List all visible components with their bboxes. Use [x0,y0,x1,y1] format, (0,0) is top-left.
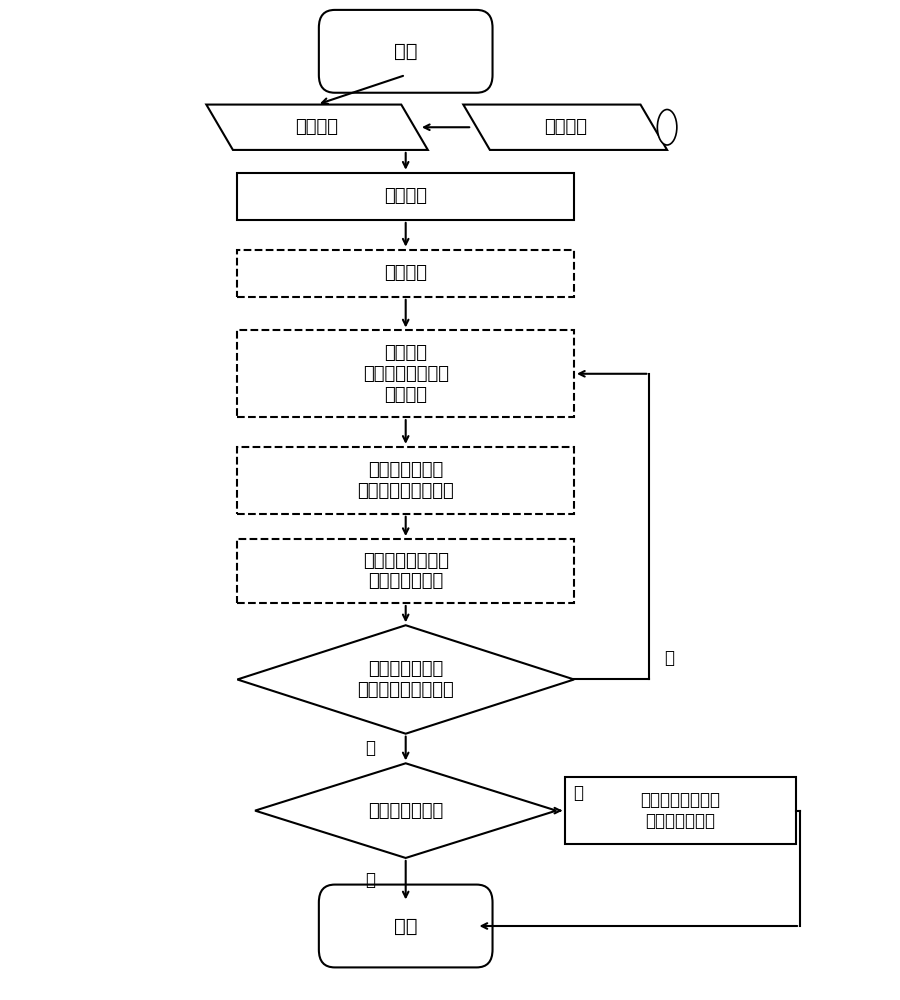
Text: 否: 否 [365,740,375,758]
Polygon shape [206,105,428,150]
Ellipse shape [657,109,677,145]
Bar [238,250,574,297]
Text: 网络数据: 网络数据 [544,118,587,136]
Bar [238,447,574,514]
Bar [565,777,796,844]
Text: 任务分配
对子网络边界顶点
进行标级: 任务分配 对子网络边界顶点 进行标级 [363,344,449,404]
Text: 否: 否 [573,784,583,802]
Text: 开始: 开始 [394,42,418,61]
Text: 除源点和汇点外
是否有其它活跃顶点: 除源点和汇点外 是否有其它活跃顶点 [357,660,454,699]
Text: 合并子网络并优化
网络流至最大流: 合并子网络并优化 网络流至最大流 [641,791,720,830]
Bar [238,330,574,417]
FancyBboxPatch shape [319,10,492,93]
Bar [238,173,574,220]
Polygon shape [464,105,667,150]
Text: 结束: 结束 [394,916,418,936]
Bar [238,539,574,603]
Text: 分割网络: 分割网络 [384,264,428,282]
Text: 是: 是 [664,649,674,667]
Polygon shape [255,763,556,858]
Text: 是: 是 [365,871,375,889]
Text: 分级推进盈余流
并更新边界顶点等级: 分级推进盈余流 并更新边界顶点等级 [357,461,454,500]
Text: 读入数据: 读入数据 [295,118,338,136]
Text: 是否达到最大流: 是否达到最大流 [368,802,444,820]
Text: 将边界顶点盈余流
推向相邻子网络: 将边界顶点盈余流 推向相邻子网络 [363,552,449,590]
FancyBboxPatch shape [319,885,492,967]
Polygon shape [238,625,574,734]
Text: 构建网络: 构建网络 [384,187,428,205]
